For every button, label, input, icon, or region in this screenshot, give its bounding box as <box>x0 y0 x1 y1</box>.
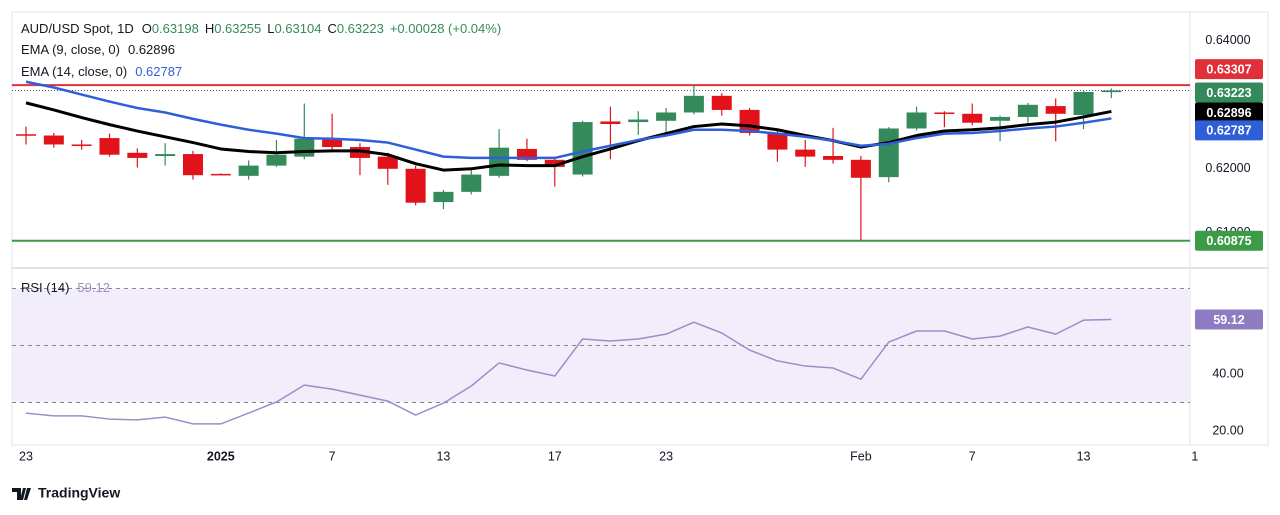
price-badge <box>1195 102 1263 123</box>
logo-icon <box>12 488 31 500</box>
ohlc-prefix: L <box>267 21 274 36</box>
x-tick-label: 23 <box>659 449 673 463</box>
x-tick-label: 7 <box>969 449 976 463</box>
series-value: 59.12 <box>77 280 110 295</box>
candle-body <box>16 134 36 136</box>
ohlc-legend: AUD/USD Spot, 1D O0.63198 H0.63255 L0.63104… <box>21 21 501 36</box>
candle-body <box>349 147 370 158</box>
price-badge-label: 0.60875 <box>1206 234 1251 248</box>
tradingview-logo: TradingView <box>12 485 120 501</box>
y-tick-label: 0.62000 <box>1205 161 1250 175</box>
candle-body <box>294 138 315 157</box>
ema-line <box>25 101 1112 172</box>
x-tick-label: 17 <box>548 449 562 463</box>
x-tick-label: 23 <box>19 449 33 463</box>
series-value: 0.62896 <box>128 42 175 57</box>
x-tick-label: 2025 <box>207 449 235 463</box>
candle-body <box>1045 106 1066 114</box>
price-badge-label: 59.12 <box>1213 313 1244 327</box>
ohlc-value: 0.63255 <box>214 21 261 36</box>
candle-body <box>210 173 231 176</box>
series-name: EMA (14, close, 0) <box>21 64 127 79</box>
rsi-pane <box>12 288 1190 425</box>
candle-body <box>544 159 565 167</box>
candle-body <box>182 154 203 176</box>
candle-body <box>962 113 983 123</box>
frame <box>11 11 1269 446</box>
x-tick-label: 13 <box>1077 449 1091 463</box>
series-name: RSI (14) <box>21 280 69 295</box>
candle-body <box>461 174 482 192</box>
x-tick-label: 1 <box>1191 449 1198 463</box>
candle-body <box>823 156 844 160</box>
candle-body <box>795 149 816 157</box>
candle-body <box>433 191 454 203</box>
candle-body <box>127 152 148 158</box>
price-badge-label: 0.62787 <box>1206 124 1251 138</box>
candle-body <box>628 119 649 123</box>
price-badge <box>1195 59 1263 80</box>
y-tick-label: 40.00 <box>1212 366 1243 380</box>
price-badge <box>1195 230 1263 251</box>
symbol: AUD/USD Spot, 1D <box>21 21 134 36</box>
x-tick-label: 13 <box>436 449 450 463</box>
change: +0.00028 (+0.04%) <box>390 21 501 36</box>
candle-body <box>850 159 871 178</box>
candle-body <box>322 138 343 148</box>
ohlc-prefix: O <box>142 21 152 36</box>
y-tick-label: 0.64000 <box>1205 33 1250 47</box>
candle-body <box>878 128 899 178</box>
candle-body <box>572 122 593 175</box>
ohlc-prefix: C <box>327 21 336 36</box>
candle-body <box>711 95 732 110</box>
price-badge-label: 0.62896 <box>1206 106 1251 120</box>
series-legend: EMA (14, close, 0) 0.62787 <box>21 64 182 79</box>
candle-body <box>43 135 64 145</box>
candle-body <box>405 168 426 203</box>
candle-body <box>377 156 398 169</box>
ohlc-value: 0.63198 <box>152 21 199 36</box>
candle-body <box>1073 92 1094 116</box>
candle-body <box>489 147 510 176</box>
candle-body <box>1101 90 1122 93</box>
candle-body <box>990 116 1011 121</box>
rsi-band <box>12 288 1190 403</box>
candle-body <box>99 138 120 155</box>
candle-body <box>934 112 955 114</box>
price-badge <box>1195 82 1263 103</box>
candle-body <box>516 148 537 160</box>
ohlc-prefix: H <box>205 21 214 36</box>
price-badge-label: 0.63307 <box>1206 62 1251 76</box>
series-legend: EMA (9, close, 0) 0.62896 <box>21 42 175 57</box>
candle-body <box>767 132 788 150</box>
ohlc-value: 0.63223 <box>337 21 384 36</box>
rsi-legend: RSI (14) 59.12 <box>21 280 110 295</box>
price-badge-label: 0.63223 <box>1206 86 1251 100</box>
candle-body <box>600 121 621 124</box>
price-badge <box>1195 309 1263 330</box>
brand: TradingView <box>38 485 120 501</box>
main-pane <box>12 80 1190 242</box>
x-tick-label: Feb <box>850 449 872 463</box>
candle-body <box>266 154 287 166</box>
candle-body <box>683 95 704 113</box>
ema-line <box>25 80 1112 160</box>
candle-body <box>71 144 92 146</box>
candle-body <box>906 112 927 129</box>
candle-body <box>656 112 677 121</box>
series-value: 0.62787 <box>135 64 182 79</box>
ohlc-value: 0.63104 <box>274 21 321 36</box>
candle-body <box>1017 104 1038 117</box>
price-badge <box>1195 120 1263 141</box>
y-tick-label: 20.00 <box>1212 423 1243 437</box>
x-tick-label: 7 <box>329 449 336 463</box>
candle-body <box>238 165 259 176</box>
candle-body <box>155 154 176 156</box>
rsi-line <box>25 318 1112 425</box>
series-name: EMA (9, close, 0) <box>21 42 120 57</box>
